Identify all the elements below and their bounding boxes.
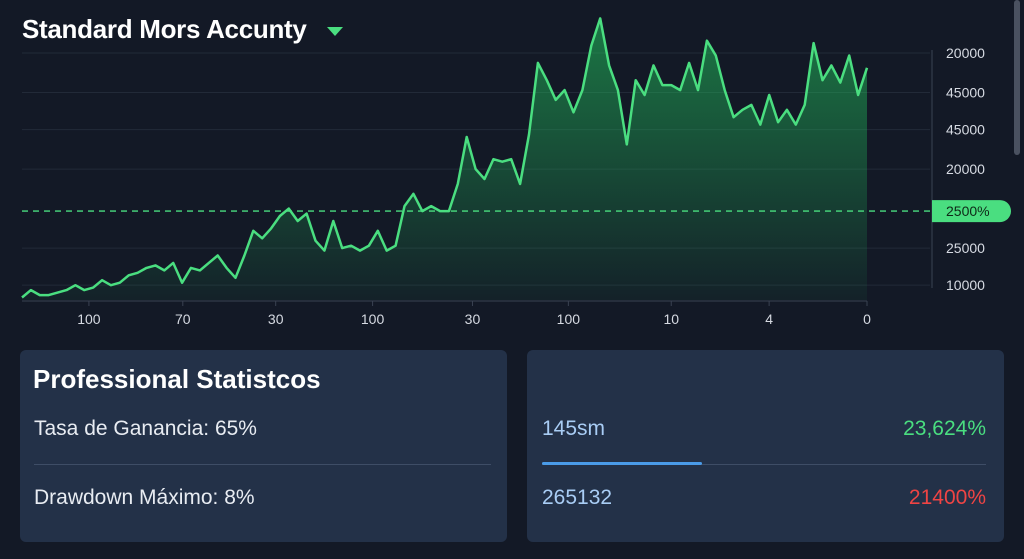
x-tick-label: 100 [557, 311, 581, 327]
area-fill [22, 18, 867, 301]
summary-row1-value: 23,624% [903, 417, 986, 440]
win-rate: Tasa de Ganancia: 65% [34, 417, 257, 440]
y-tick-label: 45000 [946, 85, 985, 101]
divider [34, 464, 491, 465]
x-tick-label: 0 [863, 311, 871, 327]
scrollbar[interactable] [1014, 0, 1020, 155]
caret-down-icon[interactable] [326, 27, 343, 36]
x-tick-label: 10 [663, 311, 679, 327]
y-tick-label: 25000 [946, 240, 985, 256]
y-tick-label: 10000 [946, 277, 985, 293]
max-drawdown: Drawdown Máximo: 8% [34, 486, 255, 509]
account-selector[interactable]: Standard Mors Accunty [22, 14, 343, 45]
x-tick-label: 4 [765, 311, 773, 327]
summary-panel: 145sm 23,624% 265132 21400% [527, 350, 1004, 542]
summary-row2-value: 21400% [908, 486, 986, 509]
progress-bar [542, 462, 702, 465]
x-tick-label: 100 [361, 311, 385, 327]
y-tick-label: 20000 [946, 45, 985, 61]
x-tick-label: 30 [465, 311, 481, 327]
reference-badge [932, 200, 1012, 223]
summary-row1-label: 145sm [542, 417, 606, 440]
reference-label: 2500% [946, 203, 990, 219]
y-tick-label: 45000 [946, 122, 985, 138]
statistics-panel: Professional Statistcos Tasa de Ganancia… [20, 350, 507, 542]
x-tick-label: 100 [77, 311, 101, 327]
y-tick-label: 20000 [946, 161, 985, 177]
panel-title: Professional Statistcos [33, 364, 321, 394]
x-tick-label: 70 [175, 311, 191, 327]
x-tick-label: 30 [268, 311, 284, 327]
summary-row2-label: 265132 [542, 486, 613, 509]
page-title: Standard Mors Accunty [22, 14, 307, 44]
divider [542, 464, 986, 465]
